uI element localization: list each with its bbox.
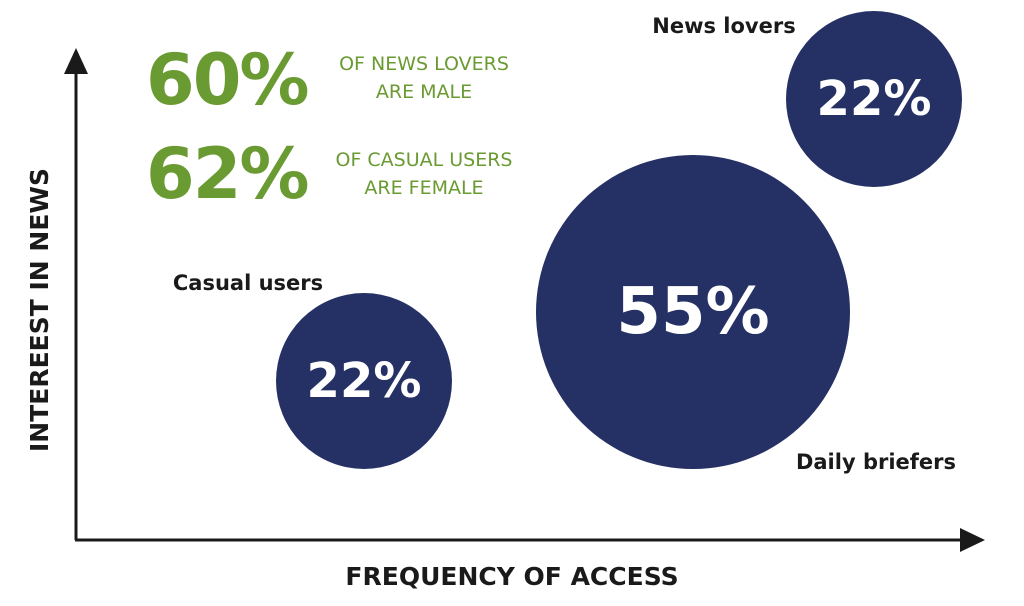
x-axis-title: FREQUENCY OF ACCESS bbox=[345, 562, 678, 591]
x-axis-arrow bbox=[960, 528, 985, 552]
stat-line-female-1: OF CASUAL USERS bbox=[335, 149, 512, 171]
stat-line-female-2: ARE FEMALE bbox=[364, 177, 483, 199]
y-axis-title: INTEREEST IN NEWS bbox=[25, 168, 54, 452]
stat-value-male: 60% bbox=[146, 39, 308, 121]
bubble-value-casual-users: 22% bbox=[307, 353, 422, 409]
bubble-news-lovers bbox=[786, 11, 962, 187]
stat-line-male-1: OF NEWS LOVERS bbox=[339, 53, 509, 75]
bubble-label-news-lovers: News lovers bbox=[652, 14, 795, 38]
bubble-label-daily-briefers: Daily briefers bbox=[796, 450, 956, 474]
bubble-label-casual-users: Casual users bbox=[173, 271, 323, 295]
y-axis-arrow bbox=[64, 48, 88, 74]
bubble-value-daily-briefers: 55% bbox=[616, 275, 769, 349]
stat-value-female: 62% bbox=[146, 133, 308, 215]
bubble-value-news-lovers: 22% bbox=[817, 71, 932, 127]
bubble-daily-briefers bbox=[536, 155, 850, 469]
stat-line-male-2: ARE MALE bbox=[376, 81, 472, 103]
bubbles-group: 22% Casual users 55% Daily briefers 22% News … bbox=[173, 11, 962, 474]
bubble-casual-users bbox=[276, 293, 452, 469]
